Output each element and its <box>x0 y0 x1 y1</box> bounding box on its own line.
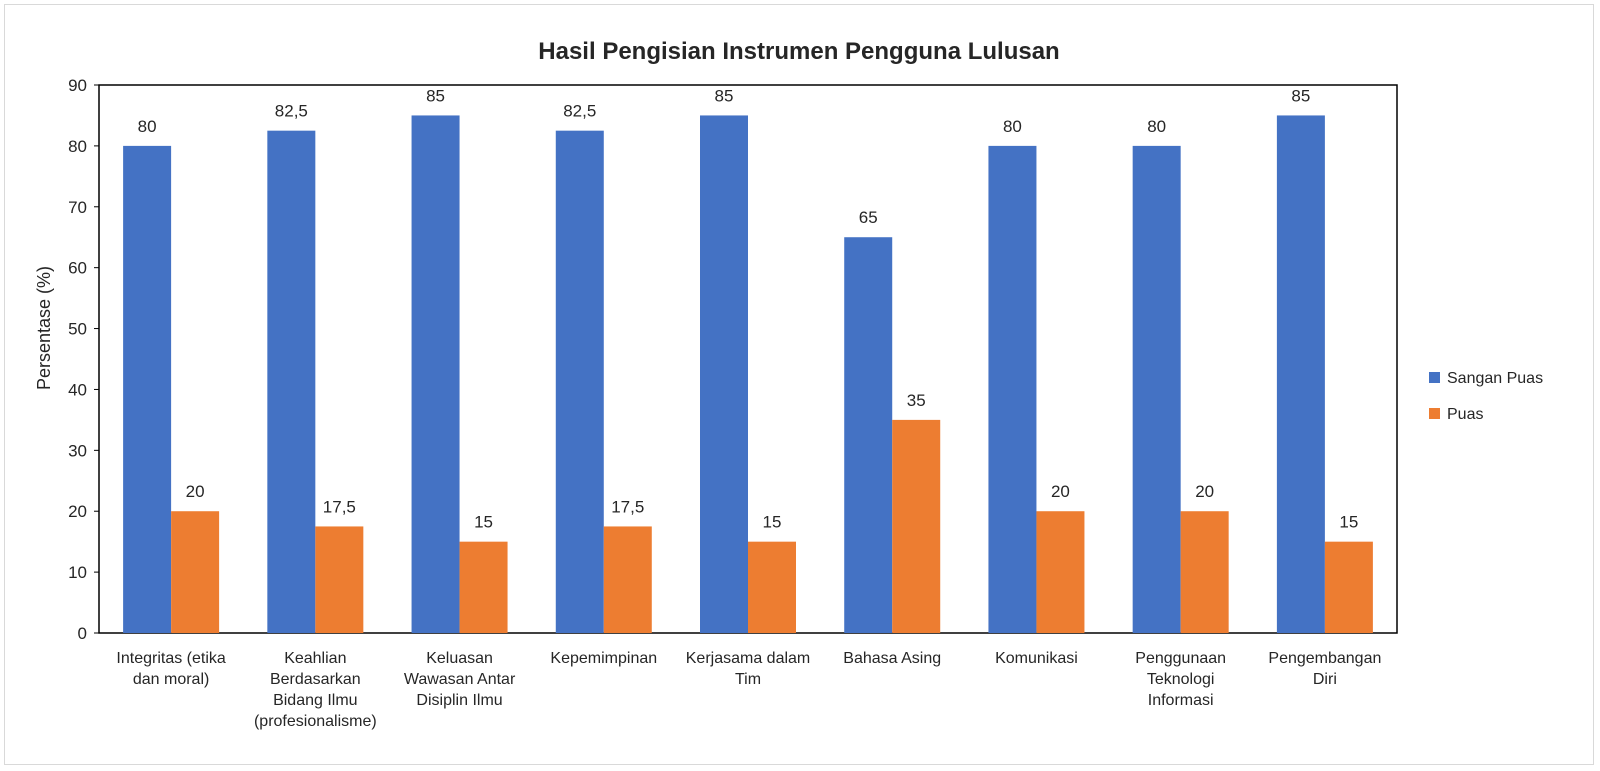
bar-puas <box>1180 511 1229 633</box>
y-tick-label: 20 <box>68 502 87 521</box>
y-tick-label: 40 <box>68 380 87 399</box>
bar-puas <box>1324 541 1373 633</box>
bar-puas <box>1036 511 1085 633</box>
legend-entry: Puas <box>1447 406 1483 423</box>
chart-svg: Hasil Pengisian Instrumen Pengguna Lulus… <box>34 38 1543 730</box>
data-label: 15 <box>474 513 493 532</box>
bar-puas <box>603 526 652 633</box>
plot-area: 0 10 20 30 40 50 60 70 80 90 80 20 Integritas (etika… <box>68 76 1398 730</box>
bar-sangan-puas <box>700 115 748 633</box>
bar-sangan-puas <box>1132 145 1181 633</box>
bar-sangan-puas <box>411 115 460 633</box>
chart-frame: Hasil Pengisian Instrumen Pengguna Lulus… <box>4 4 1594 765</box>
y-tick-label: 60 <box>68 259 87 278</box>
data-label: 20 <box>1195 482 1214 501</box>
data-label: 20 <box>1051 482 1070 501</box>
x-category-label: Keahlian Berdasarkan Bidang Ilmu (profesion… <box>254 650 377 730</box>
data-label: 85 <box>426 86 445 105</box>
bar-sangan-puas <box>1276 115 1325 633</box>
bar-sangan-puas <box>267 130 316 633</box>
x-category-label: Pengembangan Diri <box>1268 650 1381 688</box>
bar-puas <box>315 526 364 633</box>
data-label: 15 <box>1339 513 1358 532</box>
data-label: 80 <box>1003 117 1022 136</box>
chart-title: Hasil Pengisian Instrumen Pengguna Lulus… <box>538 38 1059 65</box>
y-tick-label: 80 <box>68 137 87 156</box>
bar-puas <box>459 541 508 633</box>
y-tick-label: 30 <box>68 441 87 460</box>
data-label: 20 <box>186 482 205 501</box>
bar-puas <box>748 541 796 633</box>
legend-entry: Sangan Puas <box>1447 370 1543 387</box>
data-label: 85 <box>1291 86 1310 105</box>
x-category-label: Integritas (etika dan moral) <box>116 650 225 688</box>
x-category-label: Keluasan Wawasan Antar Disiplin Ilmu <box>404 650 516 709</box>
bar-sangan-puas <box>123 145 172 633</box>
y-axis-label: Persentase (%) <box>34 266 54 390</box>
data-label: 15 <box>763 513 782 532</box>
x-category-label: Kerjasama dalam Tim <box>686 650 811 688</box>
x-category-label: Kepemimpinan <box>550 650 657 667</box>
data-label: 80 <box>1147 117 1166 136</box>
bar-sangan-puas <box>988 145 1037 633</box>
y-tick-label: 50 <box>68 320 87 339</box>
y-tick-label: 90 <box>68 76 87 95</box>
data-label: 35 <box>907 391 926 410</box>
legend-swatch <box>1429 408 1440 419</box>
x-category-label: Bahasa Asing <box>843 650 941 667</box>
bar-sangan-puas <box>844 237 893 633</box>
y-tick-label: 10 <box>68 563 87 582</box>
data-label: 85 <box>715 86 734 105</box>
bar-puas <box>892 419 941 633</box>
x-category-label: Komunikasi <box>995 650 1078 667</box>
data-label: 82,5 <box>563 102 596 121</box>
data-label: 80 <box>138 117 157 136</box>
y-tick-label: 0 <box>78 624 87 643</box>
data-label: 82,5 <box>275 102 308 121</box>
data-label: 17,5 <box>611 497 644 516</box>
x-category-label: Penggunaan Teknologi Informasi <box>1135 650 1226 709</box>
bar-puas <box>171 511 220 633</box>
legend-swatch <box>1429 372 1440 383</box>
y-tick-label: 70 <box>68 198 87 217</box>
data-label: 17,5 <box>323 497 356 516</box>
bar-sangan-puas <box>555 130 604 633</box>
legend: Sangan Puas Puas <box>1429 370 1543 423</box>
data-label: 65 <box>859 208 878 227</box>
